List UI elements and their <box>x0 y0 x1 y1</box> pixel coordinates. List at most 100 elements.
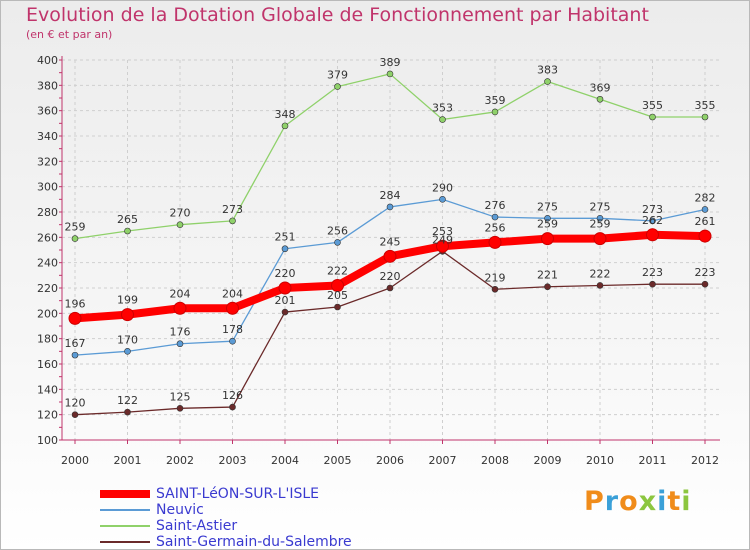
data-label: 355 <box>642 99 663 112</box>
data-point <box>281 308 289 316</box>
data-point <box>176 340 184 348</box>
logo-letter: o <box>619 486 639 517</box>
data-point <box>649 280 656 288</box>
data-label: 369 <box>590 81 611 94</box>
data-label: 249 <box>432 233 453 246</box>
data-point <box>701 280 709 288</box>
data-label: 223 <box>695 266 716 279</box>
y-tick-label: 220 <box>37 282 58 295</box>
x-tick-label: 2007 <box>429 454 457 467</box>
data-point <box>701 113 709 121</box>
x-tick-label: 2005 <box>324 454 352 467</box>
data-label: 204 <box>170 287 191 300</box>
data-point <box>541 232 554 246</box>
x-tick-label: 2010 <box>586 454 614 467</box>
y-tick-label: 300 <box>37 181 58 194</box>
y-tick-label: 200 <box>37 307 58 320</box>
legend-label: Saint-Astier <box>156 518 238 534</box>
data-label: 221 <box>537 269 558 282</box>
data-point <box>646 228 659 242</box>
data-point <box>281 245 289 253</box>
data-point <box>229 337 236 345</box>
data-point <box>439 196 446 203</box>
y-tick-label: 160 <box>37 358 58 371</box>
data-point <box>698 229 712 243</box>
data-label: 259 <box>590 218 611 231</box>
data-label: 359 <box>485 94 506 107</box>
y-tick-label: 380 <box>37 79 58 92</box>
data-point <box>71 235 79 242</box>
chart-subtitle: (en € et par an) <box>26 28 113 41</box>
data-label: 261 <box>695 215 716 228</box>
data-point <box>331 278 344 292</box>
data-label: 199 <box>117 294 138 307</box>
data-point <box>229 217 236 225</box>
data-point <box>386 284 394 292</box>
chart-title: Evolution de la Dotation Globale de Fonc… <box>26 4 649 26</box>
data-label: 201 <box>275 294 296 307</box>
y-tick-label: 240 <box>37 257 58 270</box>
data-point <box>488 235 502 249</box>
y-tick-label: 100 <box>37 434 58 447</box>
data-label: 262 <box>642 214 663 227</box>
data-label: 251 <box>275 231 296 244</box>
proxiti-logo: Proxiti <box>584 486 692 517</box>
data-label: 276 <box>485 199 506 212</box>
data-label: 253 <box>432 225 453 238</box>
data-label: 220 <box>275 267 296 280</box>
data-point <box>278 281 292 295</box>
data-label: 273 <box>642 203 663 216</box>
data-label: 167 <box>65 337 86 350</box>
y-tick-label: 280 <box>37 206 58 219</box>
data-label: 353 <box>432 102 453 115</box>
x-tick-label: 2004 <box>271 454 299 467</box>
data-point <box>544 283 551 291</box>
data-point <box>121 308 134 322</box>
y-tick-label: 340 <box>37 130 58 143</box>
data-point <box>596 282 604 289</box>
data-label: 205 <box>327 289 348 302</box>
data-point <box>491 285 499 293</box>
legend-item-neuvic: Neuvic <box>100 502 352 518</box>
legend-swatch <box>100 509 150 511</box>
legend-label: Neuvic <box>156 502 204 518</box>
data-point <box>386 70 394 78</box>
y-tick-label: 320 <box>37 155 58 168</box>
data-point <box>593 232 607 246</box>
data-label: 120 <box>65 397 86 410</box>
x-tick-label: 2001 <box>114 454 142 467</box>
data-label: 204 <box>222 287 243 300</box>
x-tick-label: 2008 <box>481 454 509 467</box>
y-tick-label: 360 <box>37 105 58 118</box>
data-labels: 196 199 204 204 220 222 245 253 256 259 259 262 261 1… <box>65 56 716 410</box>
data-label: 259 <box>65 221 86 234</box>
legend: SAINT-LéON-SUR-L'ISLE Neuvic Saint-Astie… <box>100 486 352 550</box>
logo-letter: x <box>638 486 658 517</box>
x-tick-label: 2011 <box>639 454 667 467</box>
logo-letter: i <box>681 486 692 517</box>
data-label: 220 <box>380 270 401 283</box>
data-label: 270 <box>170 207 191 220</box>
data-label: 170 <box>117 333 138 346</box>
x-tick-label: 2003 <box>219 454 247 467</box>
data-label: 273 <box>222 203 243 216</box>
data-point <box>649 217 656 225</box>
legend-swatch <box>100 525 150 527</box>
data-point <box>334 83 341 90</box>
data-point <box>436 239 449 253</box>
data-label: 125 <box>170 390 191 403</box>
legend-label: SAINT-LéON-SUR-L'ISLE <box>156 486 320 502</box>
data-point <box>229 403 236 411</box>
data-point <box>386 203 394 211</box>
data-point <box>281 122 289 130</box>
x-tick-label: 2006 <box>376 454 404 467</box>
y-tick-label: 120 <box>37 409 58 422</box>
y-tick-label: 140 <box>37 383 58 396</box>
legend-swatch <box>100 541 150 543</box>
data-label: 275 <box>537 200 558 213</box>
data-label: 256 <box>485 221 506 234</box>
data-point <box>71 351 79 359</box>
data-label: 355 <box>695 99 716 112</box>
data-label: 122 <box>117 394 138 407</box>
